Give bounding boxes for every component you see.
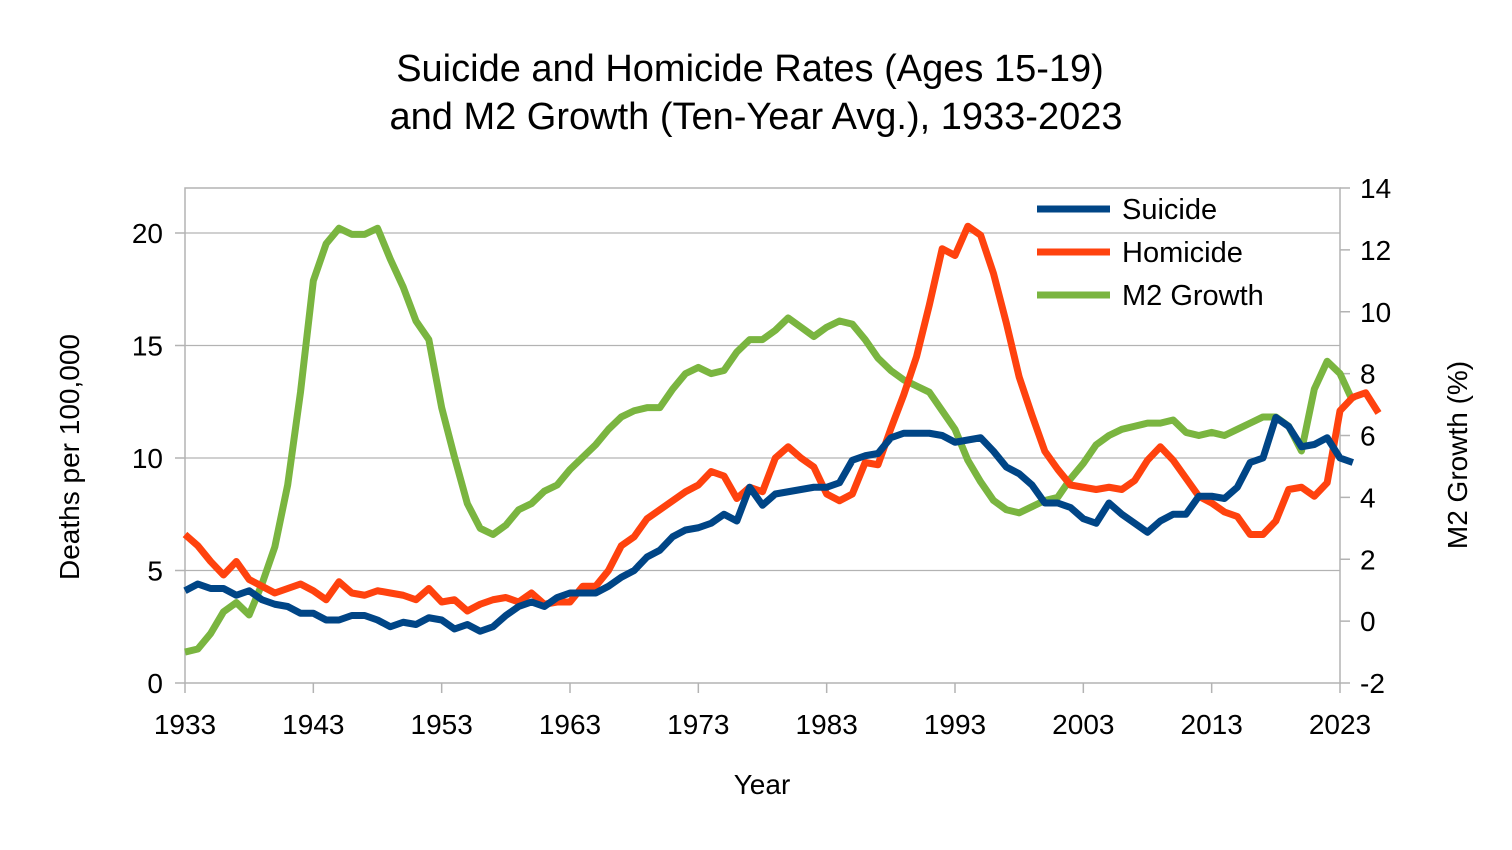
x-tick-label: 1993 [924, 709, 986, 740]
y-tick-label: 20 [132, 218, 163, 249]
y-tick-label: 15 [132, 331, 163, 362]
x-axis-label: Year [734, 769, 791, 800]
y2-tick-label: 4 [1360, 482, 1376, 513]
x-axis-ticks: 1933 1943 1953 1963 1973 1983 1993 2003 2013 2023 [154, 683, 1371, 740]
y2-tick-label: 6 [1360, 421, 1376, 452]
x-tick-label: 2023 [1309, 709, 1371, 740]
x-tick-label: 1933 [154, 709, 216, 740]
series-line-suicide [183, 414, 1354, 635]
y2-tick-label: 0 [1360, 606, 1376, 637]
legend: Suicide Homicide M2 Growth [1037, 194, 1264, 312]
y2-tick-label: 10 [1360, 297, 1391, 328]
y-axis-ticks: 0 5 10 15 20 [132, 218, 185, 699]
x-tick-label: 1983 [796, 709, 858, 740]
y2-tick-label: 12 [1360, 235, 1391, 266]
series-line-homicide [182, 222, 1382, 615]
y-tick-label: 0 [147, 668, 163, 699]
y2-tick-label: -2 [1360, 668, 1385, 699]
series-line-m2-growth [184, 224, 1357, 656]
chart-title-line-1: Suicide and Homicide Rates (Ages 15-19) [396, 48, 1104, 90]
y2-tick-label: 8 [1360, 359, 1376, 390]
y2-tick-label: 2 [1360, 544, 1376, 575]
x-tick-label: 2003 [1052, 709, 1114, 740]
legend-label-homicide: Homicide [1122, 237, 1243, 269]
series-layer [182, 222, 1382, 656]
legend-label-m2-growth: M2 Growth [1122, 280, 1264, 312]
y-tick-label: 10 [132, 443, 163, 474]
legend-label-suicide: Suicide [1122, 194, 1217, 226]
chart-title-line-2: and M2 Growth (Ten-Year Avg.), 1933-2023 [389, 96, 1122, 138]
x-tick-label: 1943 [282, 709, 344, 740]
y2-tick-label: 14 [1360, 173, 1391, 204]
y2-axis-ticks: -2 0 2 4 6 8 10 12 14 [1340, 173, 1391, 699]
x-tick-label: 2013 [1181, 709, 1243, 740]
x-tick-label: 1953 [411, 709, 473, 740]
y-tick-label: 5 [147, 556, 163, 587]
x-tick-label: 1963 [539, 709, 601, 740]
y-axis-label: Deaths per 100,000 [54, 334, 85, 580]
y2-axis-label: M2 Growth (%) [1442, 361, 1473, 549]
x-tick-label: 1973 [667, 709, 729, 740]
